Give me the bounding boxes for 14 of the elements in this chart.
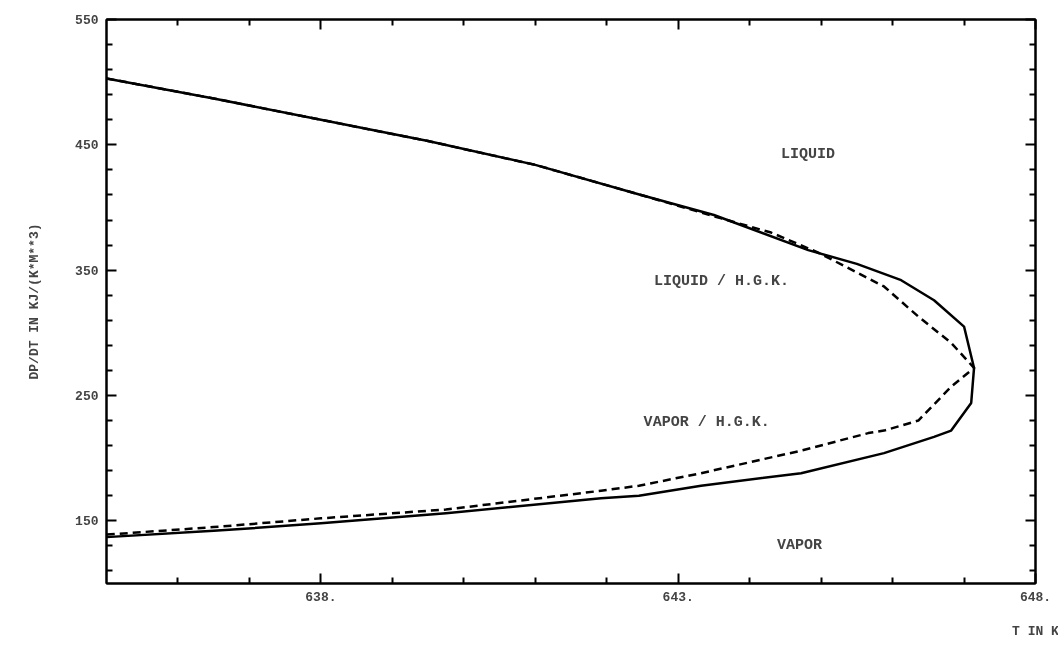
y-tick-label: 150 [75,514,99,530]
annotation: VAPOR [777,537,823,555]
y-tick-label: 450 [75,138,99,154]
x-tick-label: 638. [305,589,337,605]
annotation: LIQUID / H.G.K. [653,273,790,291]
y-axis-title: DP/DT IN KJ/(K*M**3) [27,223,43,380]
annotation: LIQUID [780,146,835,164]
y-tick-label: 350 [75,263,99,279]
y-tick-label: 250 [75,389,99,404]
y-tick-label: 550 [75,13,99,28]
annotation: VAPOR / H.G.K. [643,414,770,432]
x-tick-label: 648. [1019,589,1052,605]
x-tick-label: 643. [662,589,694,605]
x-axis-title: T IN K [1012,623,1058,639]
